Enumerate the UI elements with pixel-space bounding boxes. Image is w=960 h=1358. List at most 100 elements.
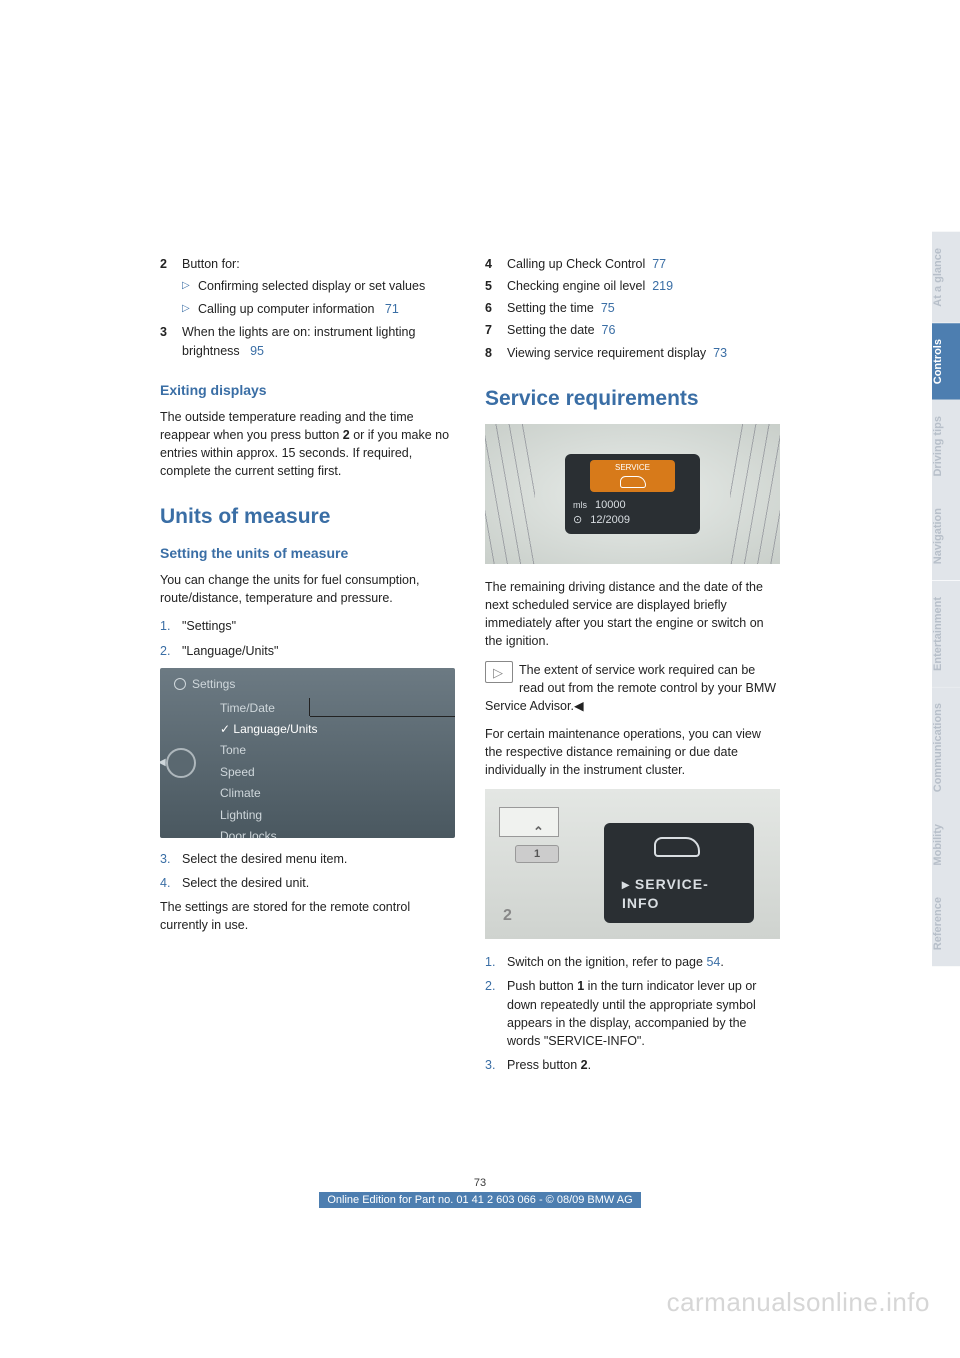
bullet-text: Confirming selected display or set value…: [198, 277, 455, 295]
text-span: Press button: [507, 1058, 581, 1072]
step-text: Press button 2.: [507, 1056, 780, 1074]
triangle-bullet-icon: ▷: [182, 300, 198, 318]
page-link-73[interactable]: 73: [713, 346, 727, 360]
step-number: 4.: [160, 874, 182, 892]
step-2: 2. "Language/Units": [160, 642, 455, 660]
section-service-requirements: Service requirements: [485, 384, 780, 414]
step-3: 3. Select the desired menu item.: [160, 850, 455, 868]
step-number: 2.: [160, 642, 182, 660]
item-number: 2: [160, 255, 182, 273]
text-span: .: [720, 955, 723, 969]
step-3: 3. Press button 2.: [485, 1056, 780, 1074]
tab-navigation[interactable]: Navigation: [932, 492, 960, 580]
menu-item: Time/Date: [220, 698, 317, 719]
item-number: 6: [485, 299, 507, 317]
service-values: mls10000 ⊙12/2009: [573, 498, 630, 529]
service-badge-label: SERVICE: [615, 463, 650, 472]
settings-header: Settings: [174, 676, 235, 693]
text-span: Push button: [507, 979, 577, 993]
miles-icon: mls: [573, 499, 587, 512]
menu-item: Climate: [220, 783, 317, 804]
item-number: 7: [485, 321, 507, 339]
paragraph: You can change the units for fuel consum…: [160, 571, 455, 607]
list-item-7: 7 Setting the date 76: [485, 321, 780, 339]
step-number: 3.: [160, 850, 182, 868]
page-link-95[interactable]: 95: [250, 344, 264, 358]
section-units-of-measure: Units of measure: [160, 502, 455, 532]
step-text: Select the desired unit.: [182, 874, 455, 892]
mini-display-icon: [499, 807, 559, 837]
watermark: carmanualsonline.info: [667, 1287, 930, 1318]
miles-value: 10000: [595, 498, 626, 513]
triangle-bullet-icon: ▷: [182, 277, 198, 295]
gear-icon: [174, 678, 186, 690]
bullet-2a: ▷ Confirming selected display or set val…: [182, 277, 455, 295]
step-2: 2. Push button 1 in the turn indicator l…: [485, 977, 780, 1050]
service-badge: SERVICE: [590, 460, 675, 492]
note-block: The extent of service work required can …: [485, 661, 780, 715]
page-link-71[interactable]: 71: [385, 302, 399, 316]
step-text: Push button 1 in the turn indicator leve…: [507, 977, 780, 1050]
list-item-3: 3 When the lights are on: instrument lig…: [160, 323, 455, 359]
subheading-exiting-displays: Exiting displays: [160, 380, 455, 400]
item-number: 3: [160, 323, 182, 359]
bullet-text: Calling up computer information 71: [198, 300, 455, 318]
item-number: 8: [485, 344, 507, 362]
tab-entertainment[interactable]: Entertainment: [932, 581, 960, 687]
tab-communications[interactable]: Communications: [932, 687, 960, 808]
bold-ref: 2: [581, 1058, 588, 1072]
tab-at-a-glance[interactable]: At a glance: [932, 232, 960, 323]
step-1: 1. Switch on the ignition, refer to page…: [485, 953, 780, 971]
clock-icon: ⊙: [573, 513, 582, 528]
step-4: 4. Select the desired unit.: [160, 874, 455, 892]
settings-header-label: Settings: [192, 676, 235, 693]
tab-driving-tips[interactable]: Driving tips: [932, 400, 960, 493]
paragraph: For certain maintenance operations, you …: [485, 725, 780, 779]
page-link-76[interactable]: 76: [602, 323, 616, 337]
step-text: "Language/Units": [182, 642, 455, 660]
page-link-77[interactable]: 77: [652, 257, 666, 271]
list-item-4: 4 Calling up Check Control 77: [485, 255, 780, 273]
text-span: Setting the time: [507, 301, 594, 315]
menu-item: Tone: [220, 740, 317, 761]
car-icon: [654, 837, 700, 857]
item-text: Button for:: [182, 255, 455, 273]
step-text: "Settings": [182, 617, 455, 635]
subheading-setting-units: Setting the units of measure: [160, 543, 455, 563]
item-text-pre: When the lights are on: instrument light…: [182, 325, 415, 357]
menu-item-selected: Language/Units: [220, 719, 317, 740]
tab-reference[interactable]: Reference: [932, 881, 960, 966]
list-item-5: 5 Checking engine oil level 219: [485, 277, 780, 295]
text-span: Setting the date: [507, 323, 595, 337]
text-span: Calling up Check Control: [507, 257, 645, 271]
text-span: .: [588, 1058, 591, 1072]
page-number: 73: [0, 1177, 960, 1189]
lever-button-2-label: 2: [503, 904, 512, 927]
menu-item: Lighting: [220, 805, 317, 826]
tab-controls[interactable]: Controls: [932, 323, 960, 400]
callout-line: [310, 716, 455, 717]
page-link-54[interactable]: 54: [706, 955, 720, 969]
car-icon: [620, 476, 646, 488]
footer-edition-bar: Online Edition for Part no. 01 41 2 603 …: [319, 1192, 640, 1208]
settings-menu-list: Time/Date Language/Units Tone Speed Clim…: [220, 698, 317, 838]
item-text: Setting the date 76: [507, 321, 780, 339]
bullet-2b: ▷ Calling up computer information 71: [182, 300, 455, 318]
list-item-8: 8 Viewing service requirement display 73: [485, 344, 780, 362]
service-info-image: ⌃⌄ 2 SERVICE-INFO: [485, 789, 780, 939]
controller-knob-icon: [166, 748, 196, 778]
note-text: The extent of service work required can …: [485, 663, 776, 713]
item-text: Calling up Check Control 77: [507, 255, 780, 273]
page-link-75[interactable]: 75: [601, 301, 615, 315]
paragraph: The outside temperature reading and the …: [160, 408, 455, 481]
page-footer: 73 Online Edition for Part no. 01 41 2 6…: [0, 1177, 960, 1208]
service-info-panel: SERVICE-INFO: [604, 823, 754, 923]
settings-menu-image: Settings Time/Date Language/Units Tone S…: [160, 668, 455, 838]
item-text: Setting the time 75: [507, 299, 780, 317]
list-item-2: 2 Button for:: [160, 255, 455, 273]
item-text: When the lights are on: instrument light…: [182, 323, 455, 359]
close-triangle-icon: ◀: [574, 699, 584, 713]
page-link-219[interactable]: 219: [652, 279, 673, 293]
service-panel: SERVICE mls10000 ⊙12/2009: [565, 454, 700, 534]
tab-mobility[interactable]: Mobility: [932, 808, 960, 882]
